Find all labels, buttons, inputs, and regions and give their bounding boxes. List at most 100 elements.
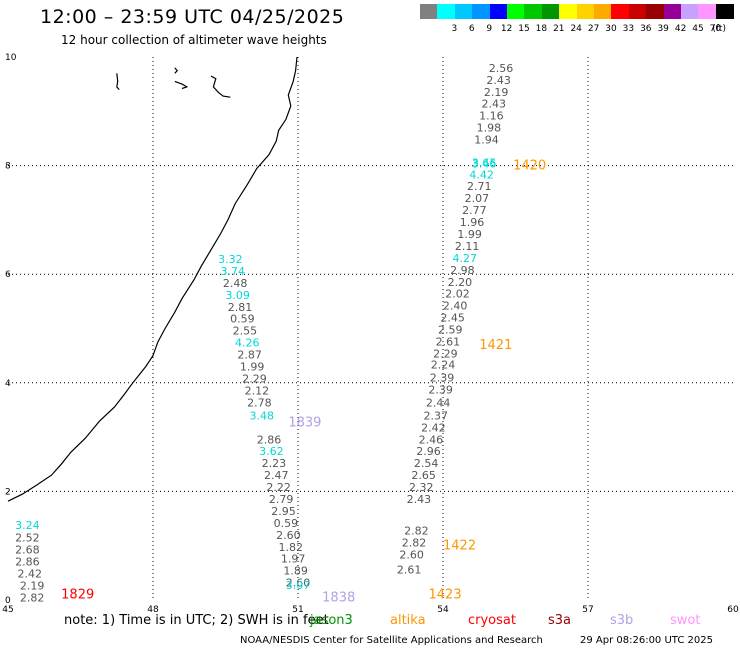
pass-time-label: 1420 [513,159,546,174]
wave-height-value: 2.82 [20,591,45,604]
pass-time-label: 1421 [479,338,512,353]
wave-height-value: 1.99 [457,228,482,241]
series-pass-1422: 2.652.322.43 1422 [407,469,477,554]
wave-height-value: 2.60 [276,529,301,542]
data-marks: 3.242.522.682.862.422.192.82 18293.323.74… [15,62,546,605]
mission-s3b: s3b [610,613,634,628]
footer-legend: note: 1) Time is in UTC; 2) SWH is in fe… [0,611,740,631]
mission-s3a: s3a [548,613,572,628]
coastline-island [210,75,231,98]
wave-height-value: 2.12 [245,384,270,397]
coastline-mainland [7,56,298,502]
wave-height-value: 2.44 [426,396,451,409]
series-pass-1829: 3.242.522.682.862.422.192.82 1829 [15,519,94,604]
footer-note: note: 1) Time is in UTC; 2) SWH is in fe… [64,613,329,628]
pass-time-label: 1838 [322,590,355,605]
wave-height-value: 2.61 [436,336,461,349]
wave-height-value: 2.87 [237,349,262,362]
x-tick-label: 48 [147,605,159,615]
wave-height-value: 2.54 [414,457,439,470]
colorbar-swatch [541,4,560,19]
wave-height-value: 2.79 [269,493,294,506]
wave-height-value: 2.39 [430,371,455,384]
x-tick-label: 54 [437,605,449,615]
wave-height-value: 1.96 [460,216,485,229]
wave-height-value: 1.97 [281,553,306,566]
series-pass-1421: 2.202.022.402.452.592.612.292.242.392.39… [414,276,513,470]
x-tick-label: 57 [582,605,593,615]
wave-height-value: 2.42 [421,421,446,434]
x-tick-label: 60 [727,605,739,615]
wave-height-value: 3.32 [218,253,243,266]
wave-height-value: 2.52 [15,532,40,545]
series-pass-1838: 2.863.622.232.472.222.792.950.592.601.82… [257,433,356,605]
coastline-island [116,73,120,90]
wave-height-value: 2.40 [443,300,468,313]
wave-height-value: 1.94 [474,134,499,147]
wave-height-value: 2.19 [484,86,509,99]
wave-height-value: 2.68 [15,544,40,557]
wave-height-value: 3.09 [225,289,250,302]
pass-time-label: 1839 [288,415,321,430]
colorbar-label: 45 [692,24,704,34]
y-tick-label: 0 [5,596,11,606]
wave-height-value: 2.43 [482,98,507,111]
colorbar-swatch [698,4,717,19]
wave-height-value: 2.23 [262,457,287,470]
x-tick-label: 51 [292,605,303,615]
colorbar-swatch [611,4,630,19]
axis-ticks: 45 48 51 54 57 60 0 2 4 6 8 10 [2,53,739,615]
wave-height-value: 2.78 [247,396,272,409]
pass-time-label: 1422 [443,539,476,554]
wave-height-value: 2.11 [455,240,480,253]
credit-line: NOAA/NESDIS Center for Satellite Applica… [240,635,543,646]
wave-height-value: 2.86 [15,555,40,568]
chart-title: 12:00 – 23:59 UTC 04/25/2025 [40,6,345,28]
wave-height-value: 2.59 [438,324,463,337]
colorbar-label: 12 [500,24,513,34]
colorbar-label: 70 [709,24,722,34]
colorbar-swatch [594,4,612,19]
wave-height-value: 2.56 [489,62,514,75]
wave-height-value: 3.74 [221,265,246,278]
wave-height-value: 2.60 [399,548,424,561]
wave-height-value: 2.77 [462,204,487,217]
wave-height-value: 2.71 [467,180,492,193]
colorbar-swatch [559,4,578,19]
wave-height-value: 2.82 [404,524,429,537]
colorbar-swatch [420,4,438,19]
wave-height-value: 1.82 [279,541,304,554]
wave-height-value: 3.46 [472,157,497,170]
wave-height-value: 0.59 [274,517,299,530]
wave-height-value: 2.86 [257,433,282,446]
colorbar-swatch [576,4,595,19]
wave-height-value: 2.29 [433,347,458,360]
wave-height-value: 2.81 [228,301,253,314]
wave-height-value: 1.89 [283,565,308,578]
colorbar-label: 15 [518,24,530,34]
y-tick-label: 2 [5,487,11,497]
wave-height-value: 2.32 [409,481,434,494]
wave-height-value: 2.98 [450,264,475,277]
generated-timestamp: 29 Apr 08:26:00 UTC 2025 [580,635,713,646]
wave-height-value: 2.42 [18,567,43,580]
wave-height-value: 4.26 [235,337,260,350]
colorbar-label: 3 [451,24,458,34]
wave-height-value: 1.16 [479,110,504,123]
wave-height-value: 4.42 [469,168,494,181]
mission-altika: altika [390,613,426,628]
colorbar-swatch [715,4,734,19]
wave-height-value: 3.62 [259,445,284,458]
wave-height-value: 4.27 [453,252,478,265]
colorbar-label: 30 [605,24,617,34]
coastline-island [174,80,189,90]
pass-time-label: 1829 [61,588,94,603]
grid-lines [8,57,733,600]
wave-height-value: 2.02 [445,288,470,301]
y-tick-label: 8 [5,162,11,172]
colorbar-label: 42 [674,24,687,34]
colorbar-swatch [489,4,508,19]
mission-jason3: jason3 [310,613,353,628]
wave-height-value: 2.65 [411,469,436,482]
mission-swot: swot [670,613,701,628]
